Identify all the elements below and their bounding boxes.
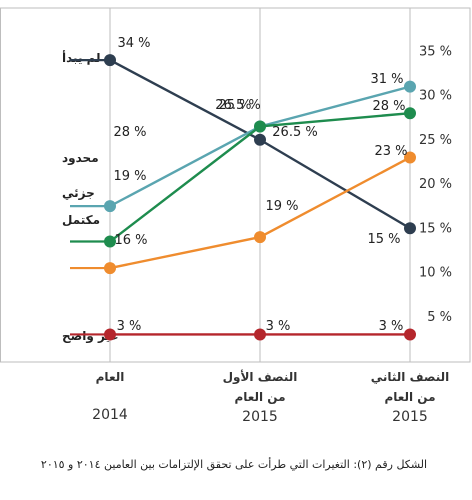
data-point [104,54,116,67]
chart-caption: الشكل رقم (٢): التغيرات التي طرأت على تح… [40,458,428,471]
data-label: 31 % [370,72,403,87]
x-category-label: العام [96,370,125,385]
data-point [104,200,116,213]
data-point [404,107,416,120]
x-category-label: 2014 [92,407,128,423]
data-label: 23 % [374,144,407,159]
plot-frame [0,7,471,363]
data-point [254,231,266,244]
data-point [254,328,266,341]
y-tick-label: 10 % [419,266,452,281]
series-label: جزئي [62,186,95,200]
data-label: 26.5 % [272,125,317,140]
data-point [104,328,116,341]
data-point [404,328,416,341]
y-tick-label: 25 % [419,133,452,148]
data-label: 28 % [372,99,405,114]
data-point [104,262,116,275]
data-label: 16 % [114,233,147,248]
data-label: 19 % [265,199,298,214]
data-label: 25 % [218,98,251,113]
series-label: لم يبدأ [62,50,101,65]
x-category-label: 2015 [392,409,428,425]
series-label: مكتمل [62,213,100,227]
data-label: 28 % [113,125,146,140]
x-category-label: النصف الأول [223,369,298,385]
data-point [254,120,266,133]
data-label: 34 % [117,36,150,51]
data-label: 19 % [113,169,146,184]
x-category-label: 2015 [242,409,278,425]
x-category-label: من العام [234,390,285,405]
data-label: 3 % [266,319,291,334]
data-point [404,222,416,235]
y-tick-label: 35 % [419,44,452,59]
data-point [404,80,416,93]
series-label: محدود [62,151,99,166]
x-category-label: النصف الثاني [371,370,449,384]
data-label: 15 % [367,232,400,247]
y-tick-label: 20 % [419,177,452,192]
y-tick-label: 30 % [419,89,452,104]
y-tick-label: 5 % [427,310,452,325]
data-label: 26.5 % [215,98,260,113]
data-point [404,151,416,164]
data-label: 3 % [117,319,142,334]
x-category-label: من العام [384,390,435,405]
data-point [104,235,116,248]
y-tick-label: 15 % [419,221,452,236]
data-label: 3 % [379,319,404,334]
data-point [254,133,266,146]
